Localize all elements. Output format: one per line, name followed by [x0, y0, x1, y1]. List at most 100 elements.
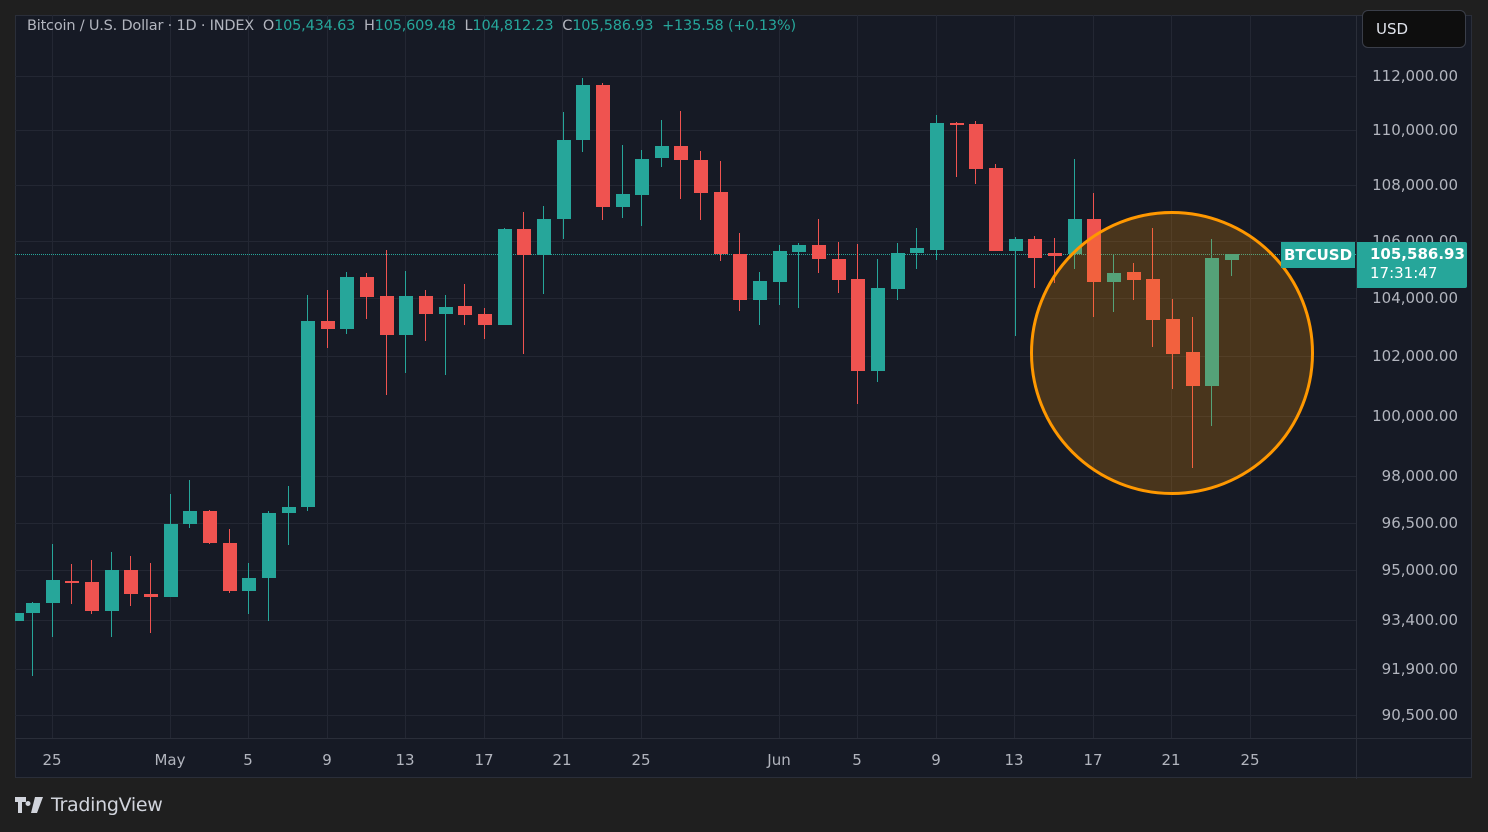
time-axis-label: 13	[1004, 751, 1024, 769]
candle-body	[536, 219, 551, 255]
candle-body	[988, 168, 1003, 251]
candle-wick	[189, 480, 190, 528]
candle-body	[241, 578, 256, 591]
time-axis-label: 13	[395, 751, 415, 769]
candle-body	[693, 160, 708, 193]
last-price-line	[15, 254, 1356, 255]
candle-body	[497, 229, 512, 325]
candle-wick	[327, 290, 328, 348]
candle-body	[772, 251, 787, 282]
grid-line-vertical	[248, 15, 249, 738]
candle-body	[595, 85, 610, 207]
candle-wick	[798, 243, 799, 308]
candle-body	[261, 513, 276, 578]
candle-body	[654, 146, 669, 158]
time-axis-label: 25	[1240, 751, 1260, 769]
axis-corner-divider	[1356, 739, 1357, 779]
candle-body	[870, 288, 885, 371]
candle-body	[516, 229, 531, 255]
grid-line-horizontal	[15, 570, 1356, 571]
candle-body	[15, 613, 24, 621]
candle-body	[418, 296, 433, 314]
candle-body	[359, 277, 374, 297]
grid-line-horizontal	[15, 523, 1356, 524]
symbol-title: Bitcoin / U.S. Dollar · 1D · INDEX	[27, 18, 255, 34]
grid-line-vertical	[52, 15, 53, 738]
candle-body	[673, 146, 688, 160]
candle-wick	[622, 145, 623, 218]
time-axis[interactable]: 25 May 5 9 13 17 21 25 Jun 5 9 13 17 21 25	[15, 738, 1472, 779]
time-axis-label: 17	[1083, 751, 1103, 769]
candle-wick	[464, 284, 465, 325]
time-axis-label: 5	[243, 751, 253, 769]
candle-body	[104, 570, 119, 611]
candle-body	[182, 511, 197, 524]
candle-body	[634, 159, 649, 195]
grid-line-horizontal	[15, 130, 1356, 131]
chart-plot-area[interactable]	[15, 15, 1356, 738]
change-value: +135.58 (+0.13%)	[662, 18, 796, 34]
candle-body	[1027, 239, 1042, 258]
time-axis-label: May	[154, 751, 186, 769]
candle-body	[123, 570, 138, 594]
candle-wick	[445, 295, 446, 375]
candle-wick	[32, 602, 33, 676]
candle-body	[398, 296, 413, 335]
candle-body	[791, 245, 806, 252]
candle-body	[909, 248, 924, 253]
time-axis-label: 21	[552, 751, 572, 769]
grid-line-horizontal	[15, 620, 1356, 621]
candle-wick	[1074, 159, 1075, 269]
grid-line-vertical	[170, 15, 171, 738]
grid-line-horizontal	[15, 356, 1356, 357]
candle-body	[202, 511, 217, 543]
candle-body	[575, 85, 590, 140]
last-price-value: 105,586.93	[1370, 245, 1465, 263]
candle-body	[143, 594, 158, 597]
high-value: 105,609.48	[374, 18, 456, 34]
candle-body	[339, 277, 354, 329]
grid-line-horizontal	[15, 476, 1356, 477]
time-axis-label: 17	[474, 751, 494, 769]
candle-wick	[425, 290, 426, 341]
tradingview-logo[interactable]: TradingView	[15, 794, 163, 816]
candle-wick	[288, 486, 289, 545]
candle-body	[477, 314, 492, 325]
price-axis-label: 90,500.00	[1381, 706, 1458, 724]
candle-body	[949, 123, 964, 125]
price-axis[interactable]: 112,000.00 110,000.00 108,000.00 106,000.00…	[1356, 15, 1472, 738]
grid-line-horizontal	[15, 715, 1356, 716]
price-axis-label: 100,000.00	[1372, 407, 1458, 425]
close-value: 105,586.93	[572, 18, 654, 34]
low-value: 104,812.23	[472, 18, 554, 34]
candle-body	[831, 259, 846, 280]
candle-body	[811, 245, 826, 259]
candle-body	[25, 603, 40, 613]
price-axis-label: 112,000.00	[1372, 67, 1458, 85]
grid-line-horizontal	[15, 669, 1356, 670]
candle-body	[300, 321, 315, 507]
price-axis-label: 110,000.00	[1372, 121, 1458, 139]
candle-body	[968, 124, 983, 169]
candle-wick	[1054, 238, 1055, 283]
last-price-tag: 105,586.93 17:31:47	[1357, 242, 1467, 288]
candle-body	[752, 281, 767, 300]
candle-body	[556, 140, 571, 219]
grid-line-horizontal	[15, 416, 1356, 417]
candle-body	[713, 192, 728, 254]
price-axis-label: 102,000.00	[1372, 347, 1458, 365]
highlight-circle-annotation[interactable]	[1030, 211, 1314, 495]
price-axis-label: 98,000.00	[1381, 467, 1458, 485]
grid-line-vertical	[1014, 15, 1015, 738]
candle-wick	[71, 564, 72, 604]
time-axis-label: 5	[852, 751, 862, 769]
grid-line-vertical	[562, 15, 563, 738]
currency-button[interactable]: USD	[1362, 10, 1466, 48]
candle-wick	[661, 120, 662, 167]
candle-body	[457, 306, 472, 315]
candle-wick	[523, 212, 524, 354]
candle-body	[890, 253, 905, 289]
tradingview-logo-icon	[15, 797, 43, 813]
grid-line-horizontal	[15, 76, 1356, 77]
bar-countdown: 17:31:47	[1370, 264, 1438, 282]
